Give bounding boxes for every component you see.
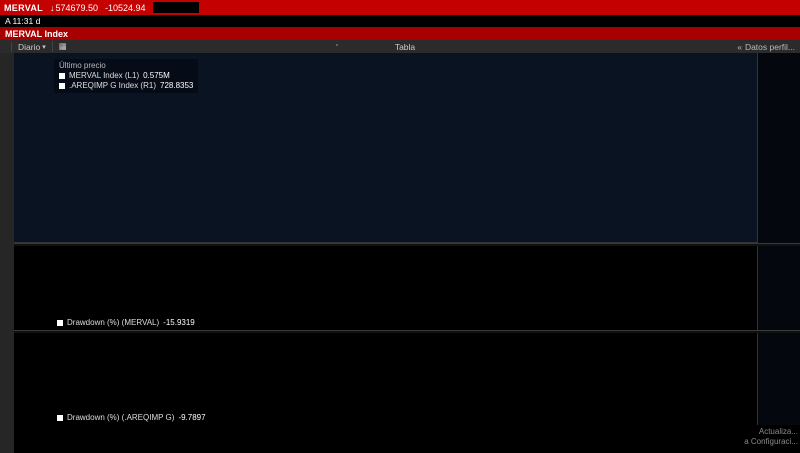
data-profile-label: Datos perfil... [744,41,796,52]
right-axis-main [757,53,800,243]
legend-value-areqimp: 728.8353 [160,81,194,90]
chevron-down-icon: ▾ [42,43,46,51]
dd2-legend: Drawdown (%) (.AREQIMP G) -9.7897 [54,413,209,422]
right-axis-dd1 [757,246,800,330]
dd2-legend-value: -9.7897 [178,413,206,422]
legend-value-merval: 0.575M [143,71,170,80]
price-change: -10524.94 [105,2,146,13]
legend-label-areqimp: .AREQIMP G Index (R1) [69,81,156,90]
dd1-panel: Drawdown (%) (MERVAL) -15.9319 [14,246,757,330]
panel-divider[interactable] [14,243,800,246]
chart-toolbar: Diario ▾ ▦ Tabla « Datos perfil... [0,40,800,53]
price-value: 574679.50 [55,2,99,13]
ticker-symbol: MERVAL [4,2,43,13]
chart-type-icon[interactable]: ▦ [51,41,67,52]
status-watermark: Actualiza... a Configuraci... [744,427,798,447]
frequency-label: Diario [18,41,41,52]
security-name: MERVAL Index [5,28,69,39]
menu-bar: MERVAL Index [0,27,800,40]
legend-swatch-merval [59,73,65,79]
legend-title: Último precio [59,61,106,70]
dd2-legend-label: Drawdown (%) (.AREQIMP G) [67,413,175,422]
ticker-bar: MERVAL ↓ 574679.50 -10524.94 [0,0,800,15]
legend-swatch-areqimp [59,83,65,89]
dd2-canvas[interactable] [14,333,757,425]
intraday-sparkline [152,2,199,13]
watermark-line1: Actualiza... [758,427,798,436]
chart-legend: Último precio MERVAL Index (L1) 0.575M .… [54,59,199,93]
left-toolbar [0,53,14,453]
data-profile-button[interactable]: « Datos perfil... [737,42,795,52]
watermark-line2: a Configuraci... [744,437,798,446]
ohlc-bar: A 11:31 d [0,15,800,27]
price-down-arrow-icon: ↓ [49,2,55,13]
dd1-legend-value: -15.9319 [163,318,195,327]
right-axis-dd2 [757,333,800,425]
dd2-panel: Drawdown (%) (.AREQIMP G) -9.7897 [14,333,757,425]
last-price: ↓ 574679.50 [50,3,98,13]
main-chart: Último precio MERVAL Index (L1) 0.575M .… [14,53,757,243]
dd1-legend: Drawdown (%) (MERVAL) -15.9319 [54,318,198,327]
chevron-left-icon: « [737,41,742,52]
dd1-legend-label: Drawdown (%) (MERVAL) [67,318,160,327]
legend-label-merval: MERVAL Index (L1) [69,71,140,80]
legend-row-merval: MERVAL Index (L1) 0.575M [59,71,193,81]
session-time: A 11:31 d [5,16,41,26]
legend-row-areqimp: .AREQIMP G Index (R1) 728.8353 [59,81,193,91]
x-axis [14,426,757,453]
float-toolbar [336,44,338,46]
panel-divider[interactable] [14,330,800,333]
dd2-swatch [57,414,63,421]
table-button[interactable]: Tabla [394,41,416,52]
frequency-select[interactable]: Diario ▾ [11,41,46,52]
dd1-swatch [57,319,63,326]
